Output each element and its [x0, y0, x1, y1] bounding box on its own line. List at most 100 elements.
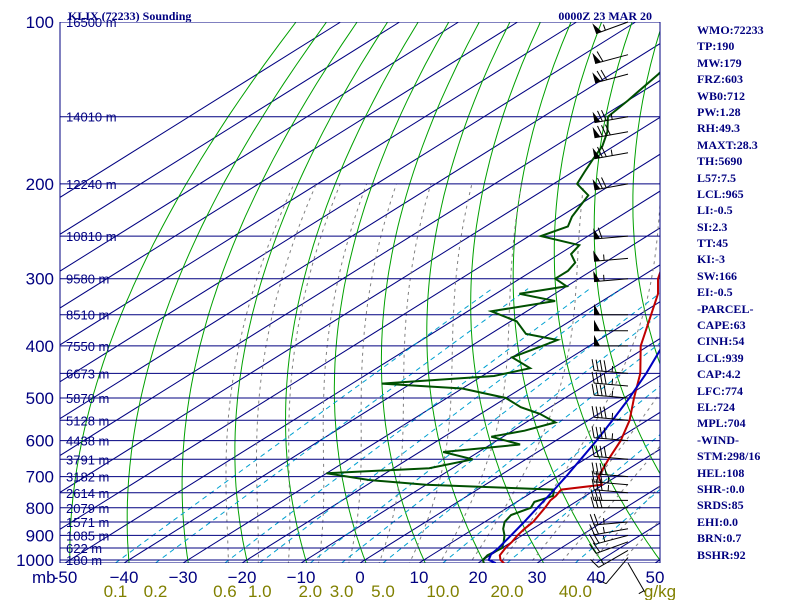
wind-barb-full [591, 383, 595, 396]
dry-adiabat-line [126, 22, 327, 563]
wind-barb [593, 250, 629, 262]
temperature-tick: 30 [528, 568, 547, 587]
wind-barb [591, 371, 629, 387]
dry-adiabat-line [632, 29, 660, 366]
index-item: L57:7.5 [697, 170, 736, 185]
wind-barb-full [595, 426, 599, 439]
index-item: MPL:704 [697, 416, 746, 431]
wind-barb-half [602, 535, 606, 542]
isotherm-line [60, 22, 400, 235]
index-item: SRDS:85 [697, 498, 744, 513]
wind-barb [589, 513, 629, 526]
moist-adiabat-line [256, 183, 317, 563]
wind-barb [590, 549, 629, 568]
wind-barb [592, 69, 629, 84]
wind-barb-full [591, 470, 595, 482]
dry-adiabat-line [69, 22, 297, 563]
moist-adiabat-line [287, 183, 341, 563]
pressure-label: 900 [26, 526, 54, 545]
height-label: 3182 m [66, 470, 109, 485]
index-item: SI:2.3 [697, 219, 728, 234]
wind-barb-full [592, 542, 601, 553]
height-label: 2614 m [66, 486, 109, 501]
isotherm-line [60, 43, 660, 420]
wind-barb-half [611, 433, 614, 440]
height-label: 2079 m [66, 501, 109, 516]
wind-barb-full [595, 359, 599, 371]
moist-adiabat-line [469, 183, 585, 563]
mixing-ratio-line [382, 342, 660, 563]
mixing-ratio-line [259, 288, 622, 563]
mixing-ratio-label: 0.1 [104, 582, 128, 600]
dry-adiabat-line [333, 22, 450, 563]
index-item: SW:166 [697, 268, 738, 283]
wind-barb-flag [594, 334, 600, 346]
station-title: KLIX (72233) Sounding [68, 9, 191, 23]
mixing-ratio-line [442, 385, 660, 563]
wind-barb-half [603, 254, 605, 261]
index-item: LFC:774 [697, 383, 743, 398]
wind-barb [594, 303, 628, 316]
wind-barb-flag [592, 126, 601, 138]
wind-barb-full [601, 109, 607, 121]
temperature-tick: −40 [110, 568, 139, 587]
wind-barb-flag [592, 179, 601, 190]
dry-adiabat-line [181, 22, 358, 563]
index-item: -PARCEL- [697, 301, 754, 316]
wind-barb-full [604, 124, 611, 136]
wind-barb-half [611, 378, 614, 385]
isotherm-line [60, 22, 518, 309]
wind-barb-full [596, 51, 604, 62]
wind-barb [591, 445, 629, 460]
wind-barb-flag [593, 270, 601, 282]
parcel-line [487, 348, 660, 563]
height-label: 4438 m [66, 434, 109, 449]
height-label: 3791 m [66, 452, 109, 467]
wind-barb-full [597, 227, 603, 239]
wind-barb-staff [594, 394, 629, 399]
temperature-tick: 0 [355, 568, 364, 587]
wind-barb-full [590, 496, 595, 508]
dry-adiabat-line [512, 22, 604, 563]
dry-adiabat-line [234, 22, 389, 563]
height-label: 622 m [66, 541, 102, 556]
wind-barb [592, 177, 629, 191]
wind-barb-full [596, 70, 604, 82]
mixing-ratio-line [224, 288, 591, 563]
mixing-ratio-unit: g/kg [644, 582, 676, 600]
moist-adiabat-line [378, 183, 432, 563]
wind-barb-full [588, 534, 596, 545]
wind-barb-flag [594, 303, 600, 315]
isotherm-line [241, 301, 660, 563]
wind-barb-full [601, 177, 607, 189]
wind-barb-full [591, 371, 595, 384]
wind-barb [592, 21, 629, 35]
wind-barb-full [603, 384, 607, 397]
index-item: FRZ:603 [697, 72, 743, 87]
sounding-time: 0000Z 23 MAR 20 [558, 9, 652, 23]
wind-barb-staff [594, 481, 629, 486]
wind-barb-staff [627, 562, 646, 593]
dry-adiabat-line [426, 22, 511, 563]
height-label: 9580 m [66, 272, 109, 287]
wind-barb-half [603, 274, 605, 281]
wind-barb [592, 146, 629, 160]
mixing-ratio-label: 20.0 [491, 582, 524, 600]
index-item: WB0:712 [697, 88, 745, 103]
mixing-ratio-line [155, 288, 529, 563]
mixing-ratio-label: 3.0 [330, 582, 354, 600]
wind-barb-full [589, 543, 597, 554]
wind-barb-full [600, 69, 608, 81]
dewpoint-line [326, 71, 660, 563]
wind-barb-full [591, 359, 595, 371]
pressure-label: 100 [26, 13, 54, 32]
wind-barb [592, 124, 629, 139]
pressure-label: 500 [26, 389, 54, 408]
wind-barb-staff [594, 382, 629, 387]
height-label: 10810 m [66, 229, 117, 244]
wind-barb [592, 109, 629, 124]
wind-barb-staff [594, 489, 629, 494]
wind-barb-full [590, 489, 595, 501]
mixing-ratio-label: 5.0 [371, 582, 395, 600]
wind-barb-full [603, 427, 607, 439]
